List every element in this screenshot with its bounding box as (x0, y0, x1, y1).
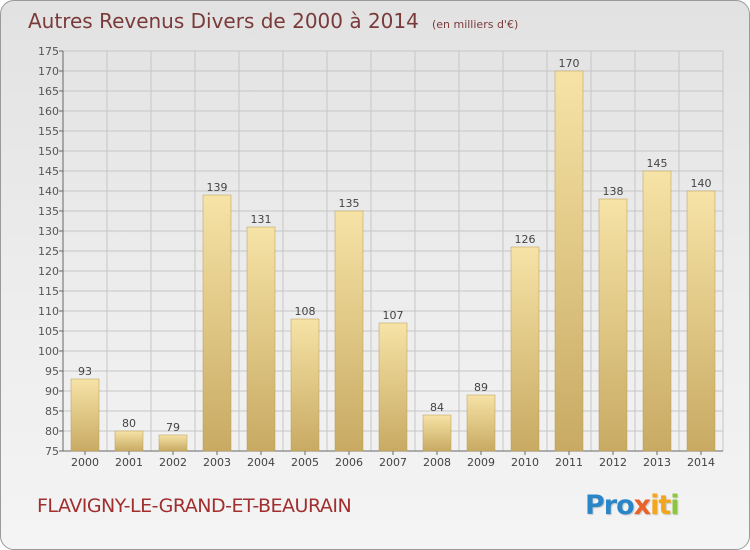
y-tick-label: 100 (38, 345, 59, 358)
labels: 93 2000 80 2001 79 2002 139 2003 131 2004 108 2005 1… (71, 57, 715, 469)
bar (246, 226, 276, 452)
bar (70, 378, 100, 452)
x-tick-label: 2010 (511, 456, 539, 469)
logo-part: Pro (585, 490, 635, 521)
data-label: 84 (430, 401, 444, 414)
data-label: 145 (647, 157, 668, 170)
data-label: 79 (166, 421, 180, 434)
bar (114, 430, 144, 452)
x-tick-label: 2013 (643, 456, 671, 469)
y-tick-label: 170 (38, 65, 59, 78)
data-label: 131 (251, 213, 272, 226)
bar (686, 190, 716, 452)
x-tick-label: 2011 (555, 456, 583, 469)
bar (422, 414, 452, 452)
proxiti-logo: Proxiti (585, 490, 680, 521)
bar (158, 434, 188, 452)
data-label: 139 (207, 181, 228, 194)
y-tick-label: 130 (38, 225, 59, 238)
chart-title: Autres Revenus Divers de 2000 à 2014 (en… (28, 9, 518, 33)
y-tick-label: 150 (38, 145, 59, 158)
x-tick-label: 2014 (687, 456, 715, 469)
x-tick-label: 2008 (423, 456, 451, 469)
x-tick-label: 2002 (159, 456, 187, 469)
y-tick-label: 105 (38, 325, 59, 338)
bar (466, 394, 496, 452)
bars (70, 70, 716, 452)
data-label: 89 (474, 381, 488, 394)
x-tick-label: 2000 (71, 456, 99, 469)
y-tick-label: 175 (38, 45, 59, 58)
x-tick-label: 2009 (467, 456, 495, 469)
x-tick-label: 2004 (247, 456, 275, 469)
data-label: 138 (603, 185, 624, 198)
data-label: 170 (559, 57, 580, 70)
y-tick-label: 80 (45, 425, 59, 438)
y-tick-label: 90 (45, 385, 59, 398)
data-label: 108 (295, 305, 316, 318)
bar (554, 70, 584, 452)
logo-part: x (633, 490, 651, 521)
bar (202, 194, 232, 452)
bar (290, 318, 320, 452)
y-tick-label: 165 (38, 85, 59, 98)
commune-name: FLAVIGNY-LE-GRAND-ET-BEAURAIN (37, 495, 352, 517)
data-label: 126 (515, 233, 536, 246)
y-tick-label: 85 (45, 405, 59, 418)
data-label: 140 (691, 177, 712, 190)
bar (510, 246, 540, 452)
y-tick-label: 120 (38, 265, 59, 278)
data-label: 135 (339, 197, 360, 210)
bar (642, 170, 672, 452)
bar (334, 210, 364, 452)
y-tick-label: 125 (38, 245, 59, 258)
y-tick-label: 75 (45, 445, 59, 458)
y-tick-label: 135 (38, 205, 59, 218)
y-tick-label: 155 (38, 125, 59, 138)
x-tick-label: 2003 (203, 456, 231, 469)
bar (598, 198, 628, 452)
x-tick-label: 2012 (599, 456, 627, 469)
logo-part: i (670, 490, 679, 521)
x-tick-label: 2007 (379, 456, 407, 469)
y-tick-label: 95 (45, 365, 59, 378)
y-tick-label: 160 (38, 105, 59, 118)
y-tick-label: 115 (38, 285, 59, 298)
x-tick-label: 2001 (115, 456, 143, 469)
x-tick-label: 2006 (335, 456, 363, 469)
y-tick-label: 145 (38, 165, 59, 178)
data-label: 80 (122, 417, 136, 430)
y-tick-label: 140 (38, 185, 59, 198)
y-tick-label: 110 (38, 305, 59, 318)
logo-part: it (650, 490, 671, 521)
chart-title-main: Autres Revenus Divers de 2000 à 2014 (28, 9, 419, 33)
chart-title-unit: (en milliers d'€) (431, 18, 519, 31)
x-tick-label: 2005 (291, 456, 319, 469)
data-label: 107 (383, 309, 404, 322)
bar (378, 322, 408, 452)
data-label: 93 (78, 365, 92, 378)
